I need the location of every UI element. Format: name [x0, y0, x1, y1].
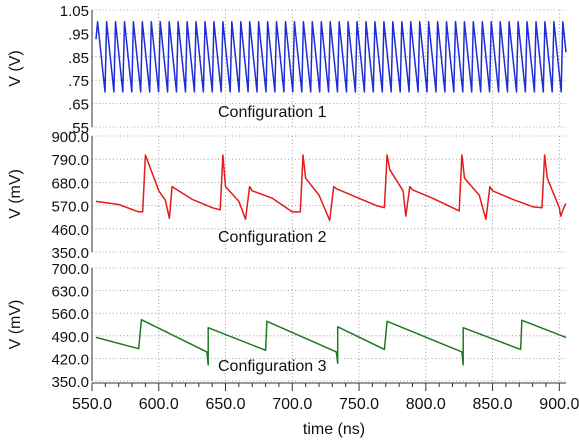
- panel3-ytick-label: 490.0: [51, 329, 89, 346]
- x-tick-label: 850.0: [473, 396, 513, 413]
- panel2-ylabel: V (mV): [7, 169, 24, 219]
- x-tick-label: 700.0: [272, 396, 312, 413]
- x-tick-label: 600.0: [139, 396, 179, 413]
- panel2-ytick-label: 680.0: [51, 175, 89, 192]
- panel1-annotation: Configuration 1: [218, 104, 327, 121]
- panel2-series-line: [95, 154, 567, 222]
- x-tick-label: 550.0: [72, 396, 112, 413]
- panel2-ytick-label: 350.0: [51, 245, 89, 262]
- panel3-annotation: Configuration 3: [218, 358, 327, 375]
- x-axis-label: time (ns): [303, 421, 365, 438]
- panel1-ytick-label: 1.05: [60, 3, 89, 20]
- panel2-ytick-label: 460.0: [51, 222, 89, 239]
- panel3-ytick-label: 560.0: [51, 306, 89, 323]
- panel3-ytick-label: 350.0: [51, 374, 89, 391]
- panel3-ytick-label: 700.0: [51, 261, 89, 278]
- panel1-ylabel: V (V): [7, 50, 24, 86]
- panel1-ytick-label: .95: [68, 26, 89, 43]
- panel2-annotation: Configuration 2: [218, 229, 327, 246]
- x-tick-label: 800.0: [406, 396, 446, 413]
- panel1-series-line: [95, 20, 567, 93]
- panel1-ytick-label: .75: [68, 73, 89, 90]
- x-tick-label: 750.0: [339, 396, 379, 413]
- panel3-ytick-label: 630.0: [51, 284, 89, 301]
- panel2-ytick-label: 570.0: [51, 199, 89, 216]
- panel2-ytick-label: 790.0: [51, 152, 89, 169]
- panel3-ylabel: V (mV): [7, 300, 24, 350]
- x-tick-label: 900.0: [539, 396, 579, 413]
- panel3-series-line: [95, 318, 567, 366]
- panel1-ytick-label: .55: [68, 120, 89, 137]
- panel1-ytick-label: .85: [68, 50, 89, 67]
- panel2-ytick-label: 900.0: [51, 129, 89, 146]
- panel1-ytick-label: .65: [68, 97, 89, 114]
- panel3-ytick-label: 420.0: [51, 351, 89, 368]
- x-tick-label: 650.0: [205, 396, 245, 413]
